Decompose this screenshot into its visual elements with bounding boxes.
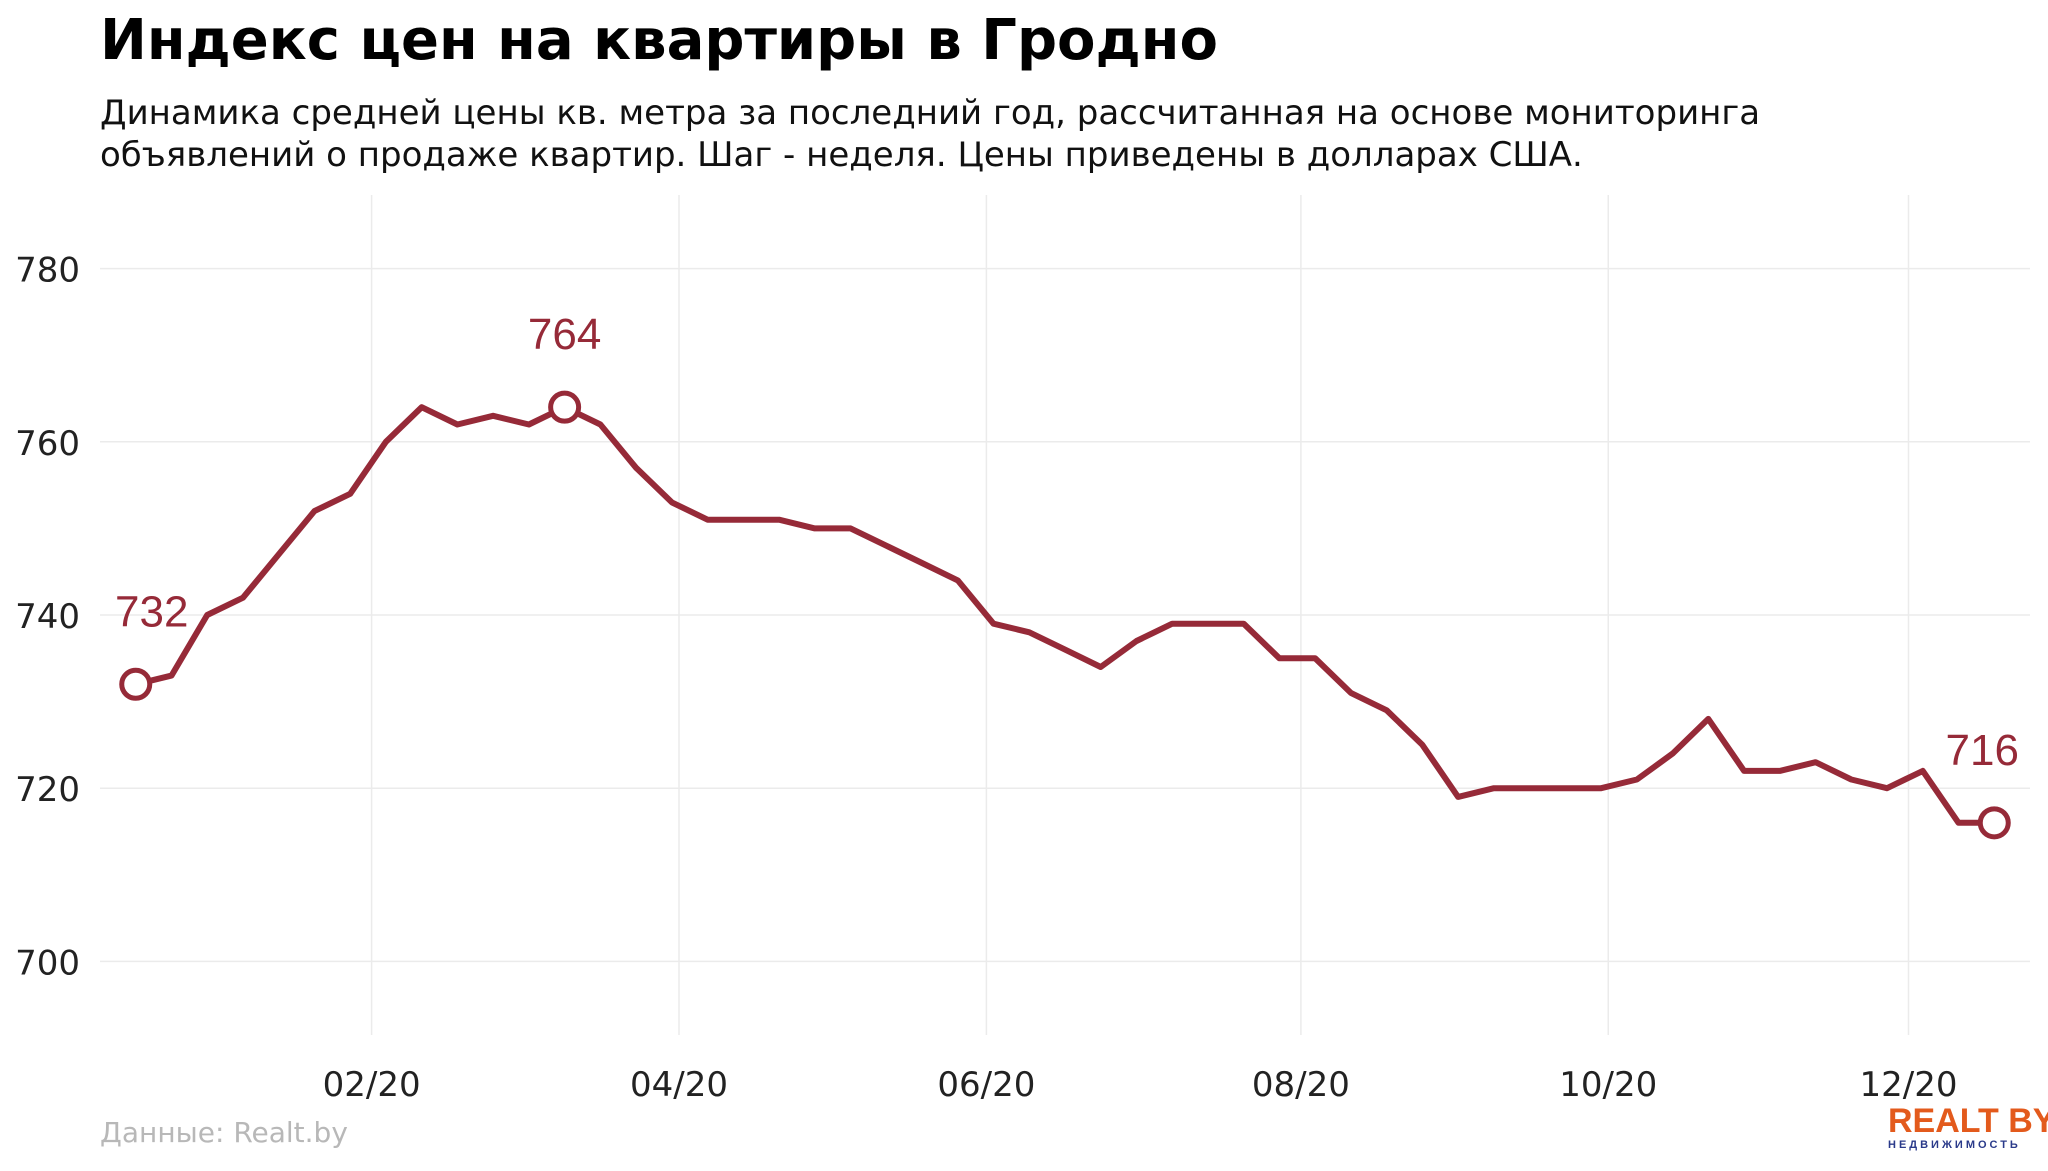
annotation-label: 732	[115, 587, 188, 636]
annotation-label: 716	[1946, 726, 2019, 775]
x-tick-label: 02/20	[323, 1065, 421, 1100]
annotation-label: 764	[528, 310, 601, 359]
chart-title: Индекс цен на квартиры в Гродно	[100, 8, 1218, 73]
chart-subtitle: Динамика средней цены кв. метра за после…	[100, 92, 1800, 176]
logo-sub-text: НЕДВИЖИМОСТЬ	[1888, 1139, 2021, 1151]
y-tick-label: 720	[15, 770, 80, 810]
logo-main-text: REALT BY	[1888, 1102, 2048, 1140]
y-tick-label: 700	[15, 943, 80, 983]
y-tick-label: 740	[15, 597, 80, 637]
annotation-marker	[548, 390, 582, 424]
annotation-marker	[1977, 806, 2011, 840]
x-tick-label: 06/20	[937, 1065, 1035, 1100]
subtitle-line-1: Динамика средней цены кв. метра за после…	[100, 93, 1761, 133]
line-chart: 700 720 740 760 780 02/20 04/20 06/20 08/20 10/20…	[15, 195, 2030, 1100]
x-tick-label: 04/20	[630, 1065, 728, 1100]
y-tick-label: 780	[15, 251, 80, 291]
subtitle-line-2: объявлений о продаже квартир. Шаг - неде…	[100, 135, 1583, 175]
data-source: Данные: Realt.by	[100, 1116, 348, 1149]
price-series-line	[132, 404, 1998, 826]
x-tick-label: 10/20	[1559, 1065, 1657, 1100]
realt-logo: REALT BY НЕДВИЖИМОСТЬ	[1888, 1102, 2048, 1151]
y-tick-label: 760	[15, 424, 80, 464]
annotation-marker	[119, 667, 153, 701]
x-tick-label: 12/20	[1859, 1065, 1957, 1100]
x-tick-label: 08/20	[1252, 1065, 1350, 1100]
